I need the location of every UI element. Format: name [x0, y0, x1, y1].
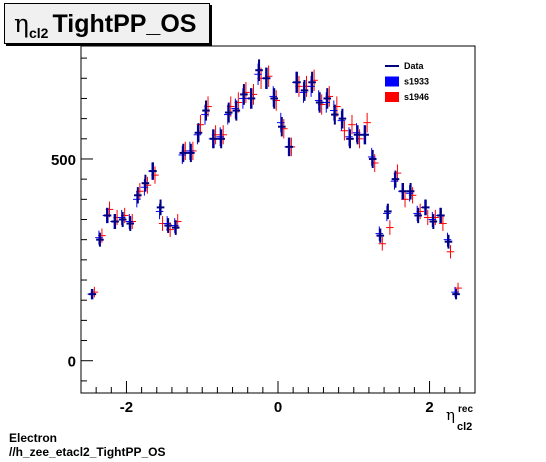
x-tick-label: 2 [425, 399, 433, 416]
y-tick-label: 500 [51, 152, 76, 169]
title-box: ηcl2 TightPP_OS [4, 3, 210, 44]
x-axis-label-subscript: cl2 [457, 421, 472, 433]
chart-title: ηcl2 TightPP_OS [14, 9, 197, 41]
x-tick-label: 0 [274, 399, 282, 416]
x-axis-label: η [446, 406, 455, 424]
title-subscript: cl2 [28, 25, 49, 41]
legend-marker [385, 76, 399, 87]
title-symbol: η [14, 9, 29, 38]
legend-label: s1933 [404, 77, 429, 87]
legend-label: s1946 [404, 92, 429, 102]
footer-line-2: //h_zee_etacl2_TightPP_OS [9, 445, 166, 459]
legend-marker [385, 92, 399, 102]
y-tick-label: 0 [68, 354, 76, 371]
x-axis-label-superscript: rec [458, 404, 473, 415]
footer-line-1: Electron [9, 431, 58, 445]
x-tick-label: -2 [120, 399, 133, 416]
title-label: TightPP_OS [52, 10, 197, 38]
legend-label: Data [404, 61, 425, 71]
